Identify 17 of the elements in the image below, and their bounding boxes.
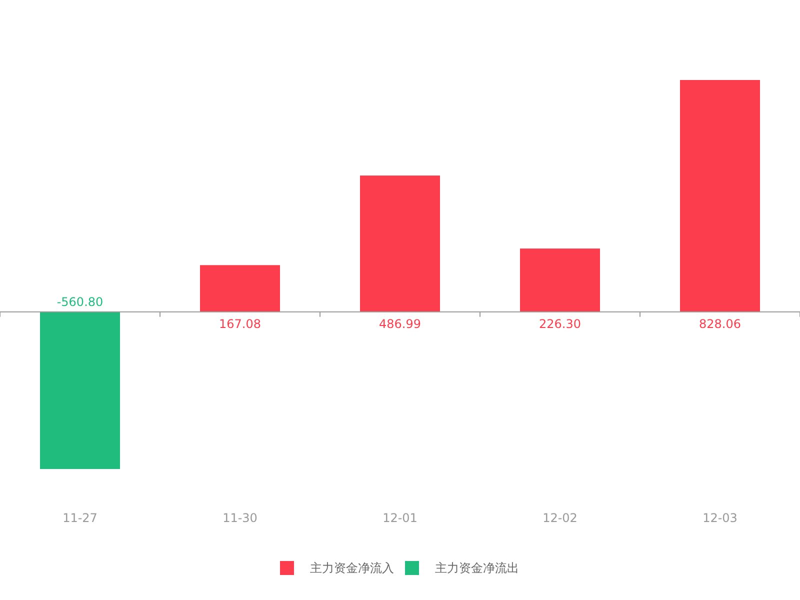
bar [520, 248, 600, 312]
data-label: -560.80 [56, 294, 104, 309]
x-tick-label: 11-27 [62, 511, 98, 525]
legend-label: 主力资金净流入 [310, 561, 394, 575]
x-tick-label: 12-02 [542, 511, 578, 525]
x-tick-label: 12-01 [382, 511, 418, 525]
data-label: 486.99 [379, 316, 421, 331]
bar [40, 312, 120, 469]
x-tick-label: 12-03 [702, 511, 738, 525]
data-label: 226.30 [539, 316, 581, 331]
x-tick-label: 11-30 [222, 511, 258, 525]
data-label: 167.08 [219, 316, 261, 331]
bar [360, 176, 440, 312]
bar [200, 265, 280, 312]
legend-label: 主力资金净流出 [435, 561, 519, 575]
data-label: 828.06 [699, 316, 741, 331]
bar [680, 80, 760, 312]
